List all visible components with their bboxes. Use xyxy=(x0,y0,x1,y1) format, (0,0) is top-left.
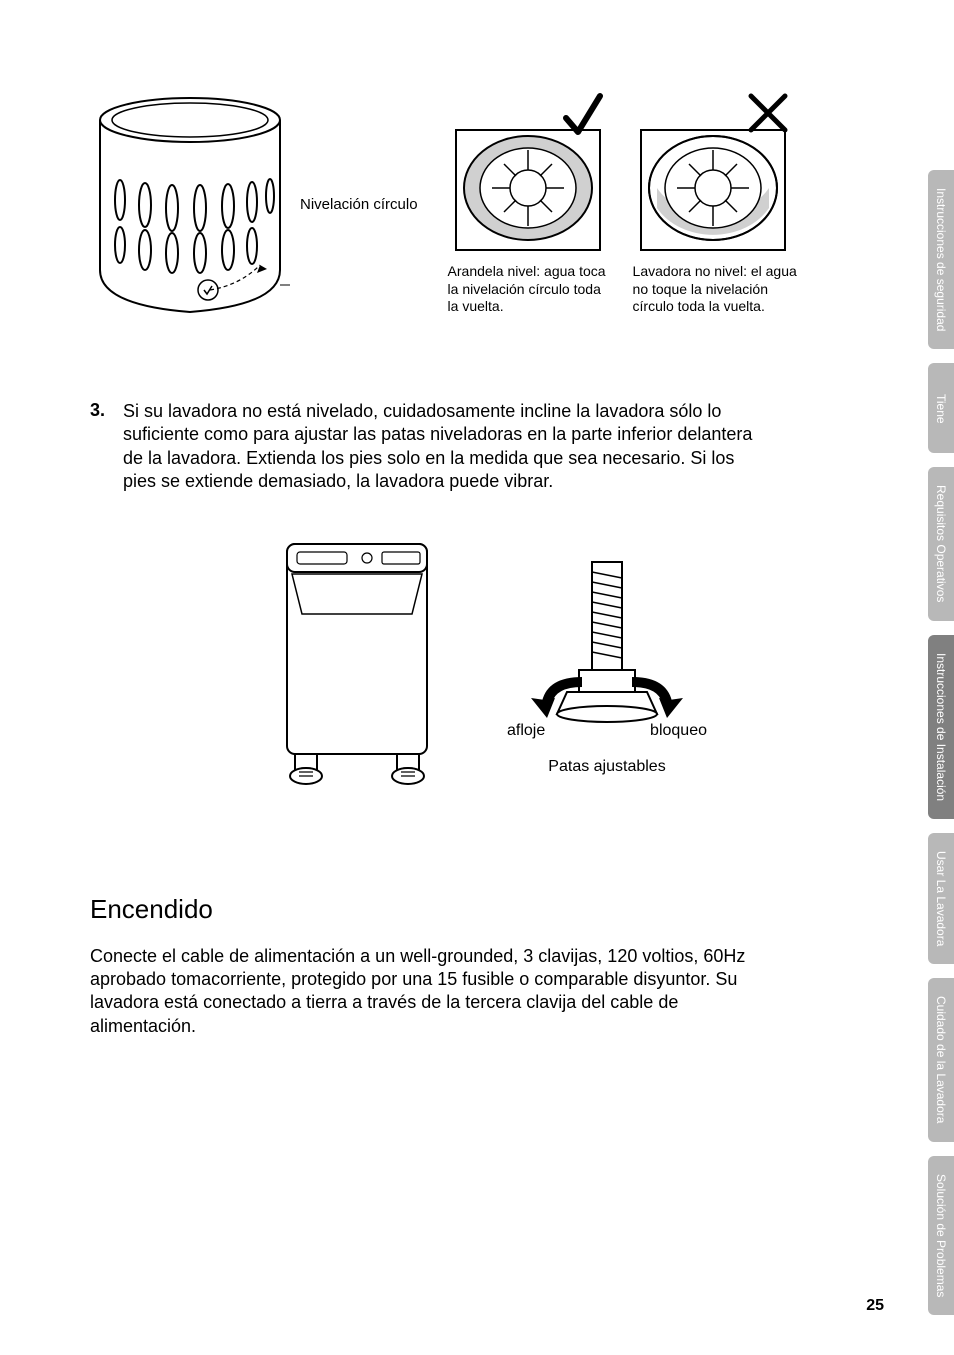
step-number: 3. xyxy=(90,400,105,494)
washer-front-icon xyxy=(257,524,457,804)
tub-top-incorrect-icon xyxy=(633,90,793,255)
step-3: 3. Si su lavadora no está nivelado, cuid… xyxy=(90,400,884,494)
level-comparison-figures: Arandela nivel: agua toca la nivelación … xyxy=(448,90,798,316)
leveling-label: Nivelación círculo xyxy=(300,195,418,215)
adjust-direction-labels: afloje bloqueo xyxy=(507,722,707,740)
tab-troubleshoot[interactable]: Solución de Problemas xyxy=(928,1156,954,1315)
adjustable-legs-figures: afloje bloqueo Patas ajustables xyxy=(90,524,884,804)
page-number: 25 xyxy=(866,1297,884,1315)
loosen-label: afloje xyxy=(507,722,545,740)
incorrect-caption: Lavadora no nivel: el agua no toque la n… xyxy=(633,263,798,316)
step-text: Si su lavadora no está nivelado, cuidado… xyxy=(123,400,763,494)
lock-label: bloqueo xyxy=(650,722,707,740)
adjustable-sublabel: Patas ajustables xyxy=(548,758,665,776)
manual-page: Nivelación círculo xyxy=(0,0,954,1355)
tab-use[interactable]: Usar La Lavadora xyxy=(928,833,954,964)
tab-requirements[interactable]: Requisitos Operativos xyxy=(928,467,954,620)
side-tabs: Instrucciones de seguridad Tiene Requisi… xyxy=(928,170,954,1315)
washer-tub-icon xyxy=(90,90,290,320)
leveling-circle-figure: Nivelación círculo xyxy=(90,90,418,320)
tab-tiene[interactable]: Tiene xyxy=(928,363,954,453)
correct-caption: Arandela nivel: agua toca la nivelación … xyxy=(448,263,613,316)
tab-safety[interactable]: Instrucciones de seguridad xyxy=(928,170,954,349)
leg-adjust-figure: afloje bloqueo Patas ajustables xyxy=(497,552,717,776)
top-figure-row: Nivelación círculo xyxy=(90,90,884,320)
encendido-body: Conecte el cable de alimentación a un we… xyxy=(90,945,750,1039)
tab-care[interactable]: Cuidado de la Lavadora xyxy=(928,978,954,1141)
level-incorrect-figure: Lavadora no nivel: el agua no toque la n… xyxy=(633,90,798,316)
section-heading-encendido: Encendido xyxy=(90,894,884,925)
level-correct-figure: Arandela nivel: agua toca la nivelación … xyxy=(448,90,613,316)
tab-installation[interactable]: Instrucciones de Instalación xyxy=(928,635,954,819)
tub-top-correct-icon xyxy=(448,90,608,255)
